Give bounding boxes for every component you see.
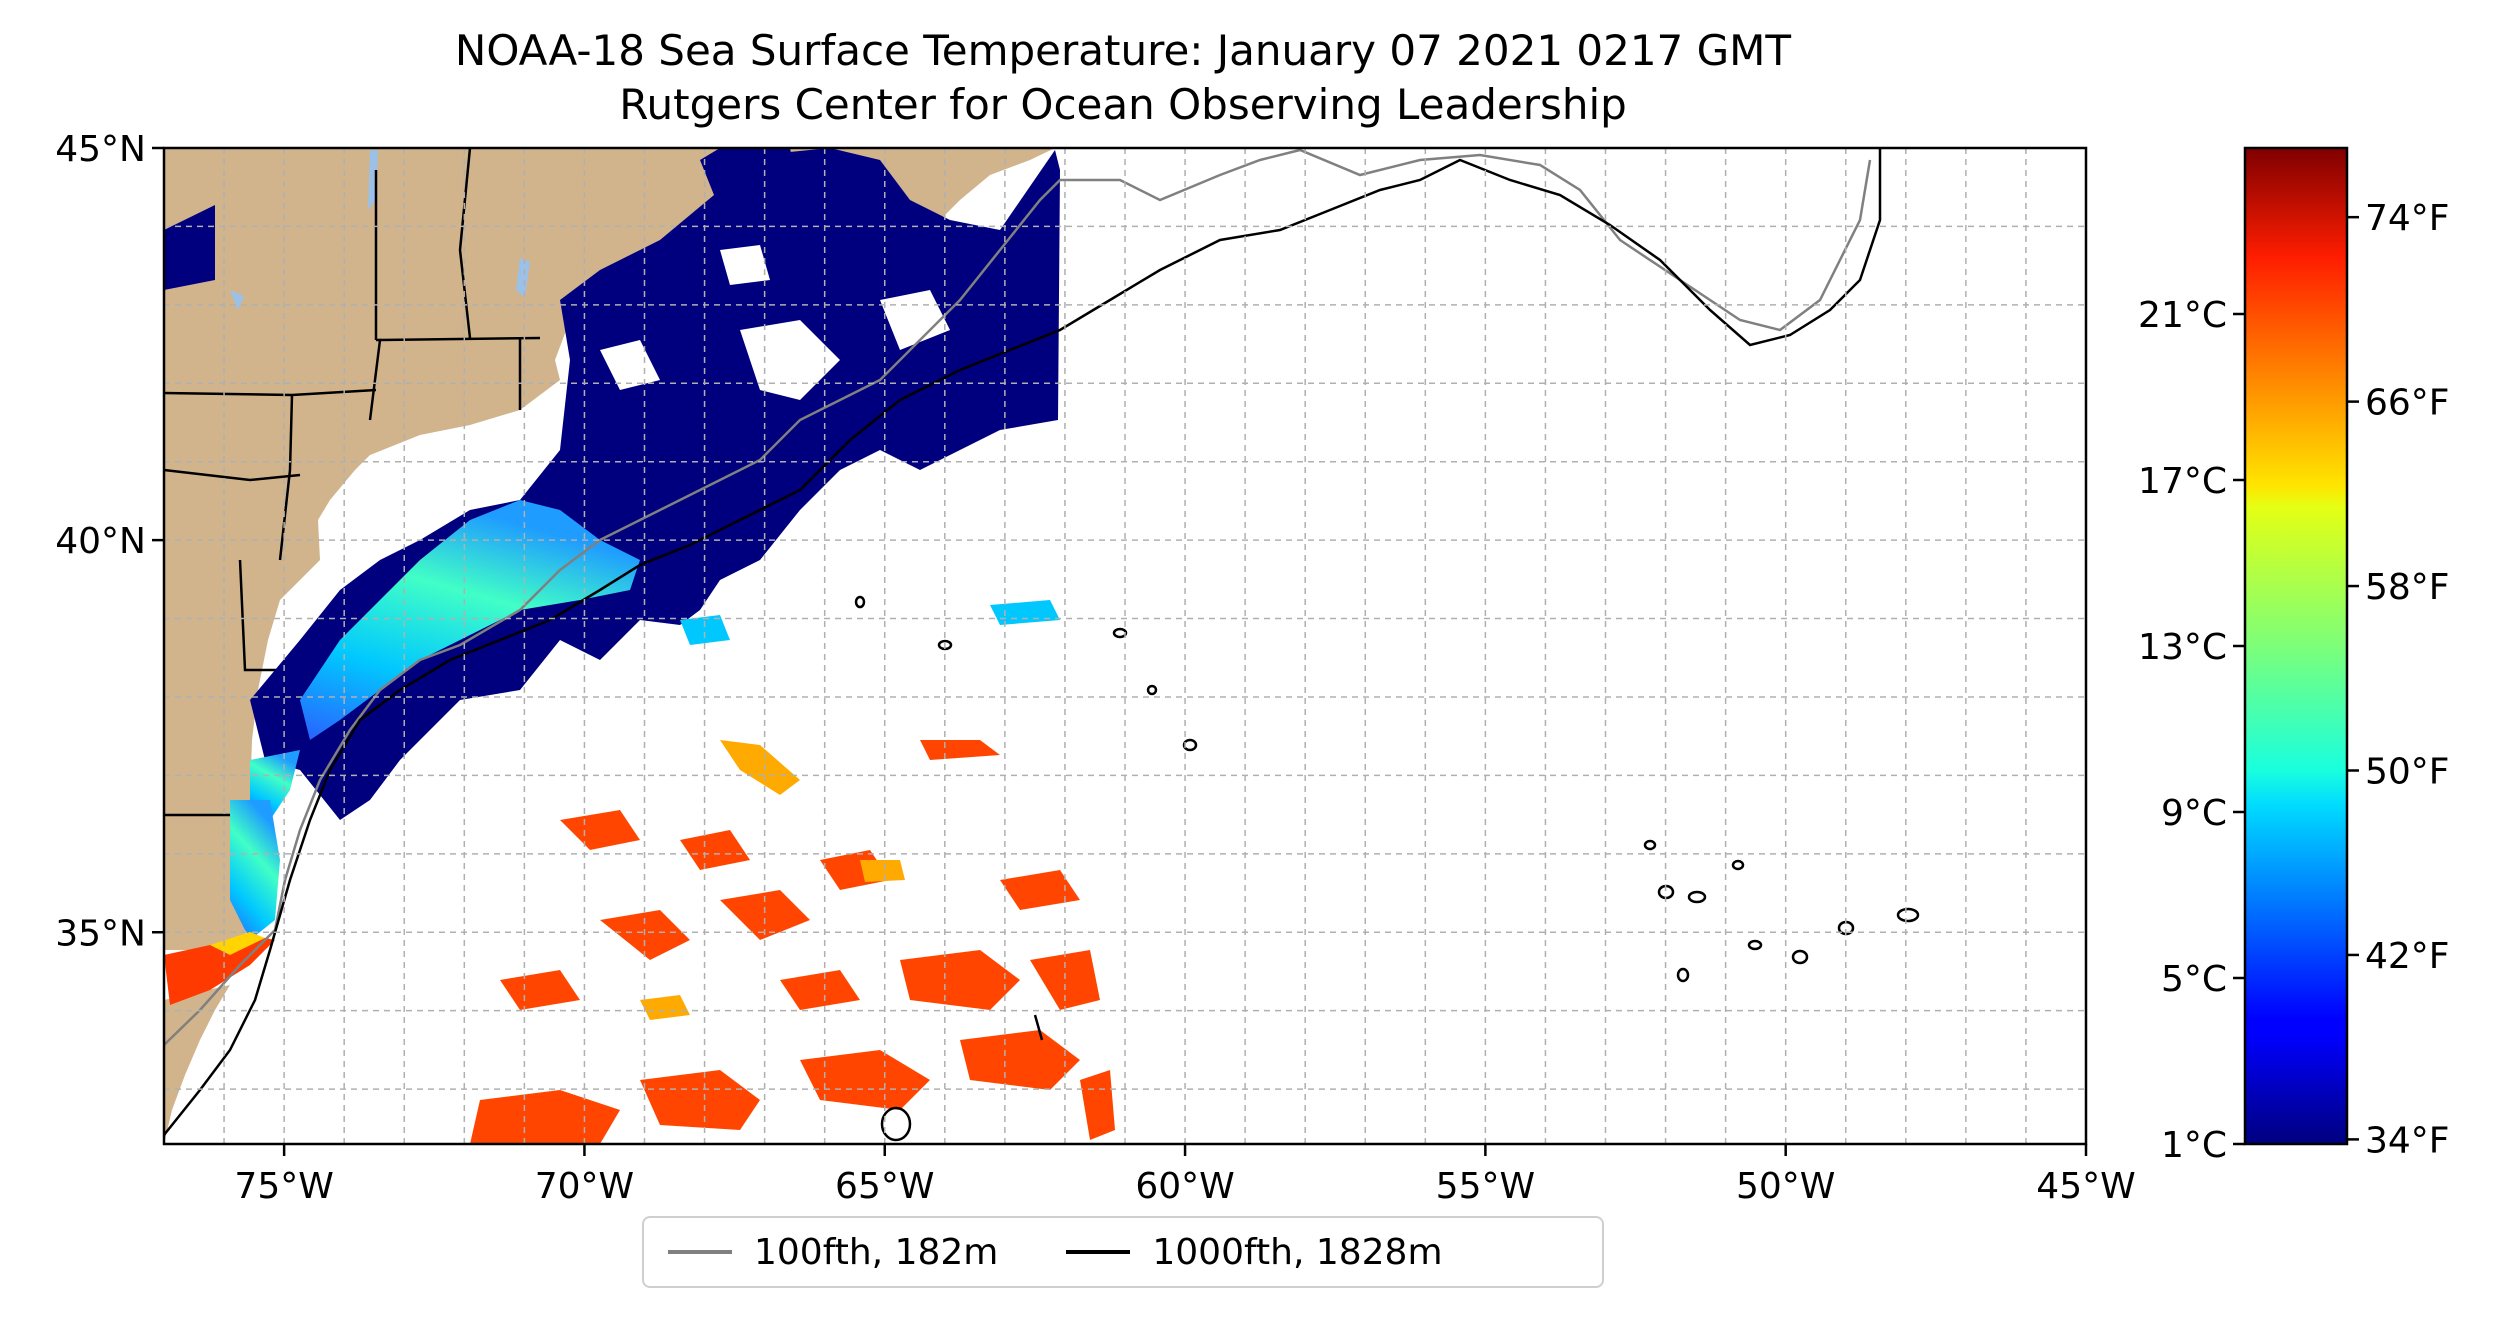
- y-tick-label: 40°N: [55, 521, 146, 562]
- x-tick-label: 50°W: [1736, 1166, 1835, 1207]
- legend-swatch-gray: [668, 1250, 732, 1254]
- colorbar-fahrenheit-label: 34°F: [2365, 1120, 2450, 1161]
- colorbar-celsius-label: 1°C: [2161, 1125, 2227, 1166]
- gridlines: [163, 147, 2087, 1144]
- x-tick-label: 70°W: [535, 1166, 634, 1207]
- colorbar-celsius-label: 5°C: [2161, 959, 2227, 1000]
- isobath-1000fth: [164, 148, 1882, 1136]
- x-tick-label: 45°W: [2036, 1166, 2135, 1207]
- colorbar-celsius-label: 9°C: [2161, 793, 2227, 834]
- legend-item-1000fth: 1000fth, 1828m: [1066, 1231, 1443, 1273]
- legend: 100fth, 182m 1000fth, 1828m: [642, 1216, 1604, 1288]
- isobath-100fth: [164, 148, 1872, 1046]
- lake: [516, 258, 530, 298]
- land-south: [164, 985, 230, 1144]
- x-tick-label: 60°W: [1135, 1166, 1234, 1207]
- colorbar-celsius-ticks: 1°C 5°C 9°C 13°C 17°C 21°C: [2138, 295, 2245, 1166]
- colorbar-fahrenheit-label: 58°F: [2365, 567, 2450, 608]
- y-tick-label: 35°N: [55, 913, 146, 954]
- colorbar-fahrenheit-label: 42°F: [2365, 936, 2450, 977]
- legend-item-100fth: 100fth, 182m: [668, 1232, 998, 1273]
- map-subtitle: Rutgers Center for Ocean Observing Leade…: [619, 80, 1627, 129]
- colorbar-celsius-label: 17°C: [2138, 461, 2227, 502]
- y-tick-label: 45°N: [55, 129, 146, 170]
- x-tick-label: 65°W: [835, 1166, 934, 1207]
- colorbar-fahrenheit-label: 50°F: [2365, 752, 2450, 793]
- x-tick-label: 55°W: [1436, 1166, 1535, 1207]
- colorbar-celsius-label: 13°C: [2138, 627, 2227, 668]
- legend-label-100fth: 100fth, 182m: [754, 1231, 999, 1273]
- colorbar-fahrenheit-ticks: 34°F 42°F 50°F 58°F 66°F 74°F: [2347, 198, 2450, 1161]
- land-area: [164, 148, 1055, 950]
- x-axis: 75°W 70°W 65°W 60°W 55°W 50°W 45°W: [234, 1144, 2136, 1207]
- colorbar-celsius-label: 21°C: [2138, 295, 2227, 336]
- map-title: NOAA-18 Sea Surface Temperature: January…: [454, 26, 1792, 75]
- colorbar-fahrenheit-label: 74°F: [2365, 198, 2450, 239]
- colorbar: [2243, 146, 2349, 1146]
- x-tick-label: 75°W: [234, 1166, 333, 1207]
- legend-label-1000fth: 1000fth, 1828m: [1152, 1231, 1443, 1273]
- colorbar-fahrenheit-label: 66°F: [2365, 383, 2450, 424]
- plot-frame: [162, 146, 2088, 1146]
- lake: [230, 290, 244, 310]
- legend-swatch-black: [1066, 1250, 1131, 1254]
- y-axis: 45°N 40°N 35°N: [55, 129, 164, 954]
